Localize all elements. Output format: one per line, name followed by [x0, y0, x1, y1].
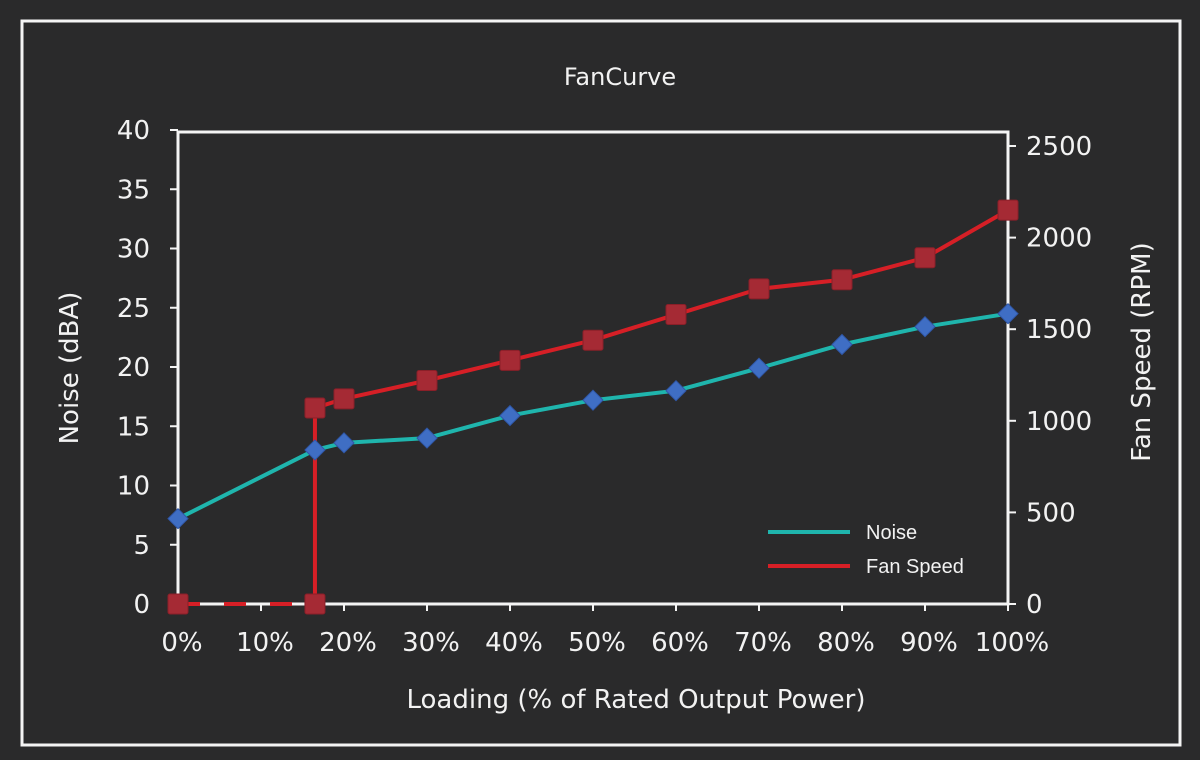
noise-point — [914, 316, 936, 338]
left-tick-label: 15 — [117, 412, 150, 442]
x-tick-label: 0% — [161, 628, 202, 658]
right-tick-label: 2500 — [1026, 132, 1092, 162]
noise-point — [167, 507, 189, 530]
fan-speed-point — [997, 199, 1019, 221]
left-tick-label: 40 — [117, 116, 150, 146]
chart-title: FanCurve — [564, 63, 676, 91]
noise-point — [416, 427, 438, 449]
x-tick-label: 80% — [817, 628, 875, 658]
x-tick-label: 90% — [900, 628, 958, 658]
noise-point — [665, 379, 687, 402]
left-axis-ticks: 0 5 10 15 20 25 30 35 40 — [117, 116, 178, 620]
noise-point — [333, 432, 355, 454]
fan-speed-point — [167, 593, 189, 615]
series-layer — [167, 199, 1019, 615]
left-tick-label: 0 — [133, 590, 150, 620]
fan-speed-series — [167, 199, 1019, 615]
fan-speed-point — [499, 349, 521, 371]
left-tick-label: 35 — [117, 175, 150, 205]
legend-noise-label: Noise — [866, 522, 917, 544]
right-axis-ticks: 0 500 1000 1500 2000 2500 — [1008, 132, 1092, 620]
fan-speed-point — [665, 304, 687, 326]
x-tick-label: 40% — [485, 628, 543, 658]
left-tick-label: 5 — [133, 531, 150, 561]
right-tick-label: 1000 — [1026, 407, 1092, 437]
x-axis-title: Loading (% of Rated Output Power) — [407, 685, 866, 715]
noise-point — [304, 439, 326, 461]
left-tick-label: 25 — [117, 294, 150, 324]
noise-point — [582, 389, 604, 411]
x-tick-label: 20% — [319, 628, 377, 658]
fan-speed-point — [333, 388, 355, 410]
right-axis-title: Fan Speed (RPM) — [1127, 242, 1157, 461]
left-tick-label: 10 — [117, 472, 150, 502]
legend-fan-speed-label: Fan Speed — [866, 556, 964, 578]
x-tick-label: 60% — [651, 628, 709, 658]
noise-series — [167, 302, 1019, 530]
fan-speed-point — [304, 593, 326, 615]
fan-speed-point — [582, 329, 604, 351]
x-axis-ticks: 0% 10% 20% 30% 40% 50% 60% 70% 80% 90% 100% — [161, 604, 1049, 658]
legend: Noise Fan Speed — [768, 522, 964, 578]
left-tick-label: 30 — [117, 235, 150, 265]
x-tick-label: 70% — [734, 628, 792, 658]
outer-frame — [20, 19, 1182, 747]
x-tick-label: 50% — [568, 628, 626, 658]
fan-speed-point — [748, 278, 770, 300]
noise-point — [748, 357, 770, 379]
x-tick-label: 10% — [236, 628, 294, 658]
fan-speed-line — [312, 208, 1009, 604]
right-tick-label: 500 — [1026, 498, 1076, 528]
fan-speed-point — [914, 247, 936, 269]
x-tick-label: 30% — [402, 628, 460, 658]
right-tick-label: 2000 — [1026, 224, 1092, 254]
right-tick-label: 0 — [1026, 590, 1043, 620]
left-axis-title: Noise (dBA) — [55, 292, 85, 445]
noise-point — [499, 404, 521, 427]
fan-speed-point — [416, 369, 438, 391]
right-tick-label: 1500 — [1026, 315, 1092, 345]
noise-point — [831, 333, 853, 356]
left-tick-label: 20 — [117, 353, 150, 383]
x-tick-label: 100% — [975, 628, 1049, 658]
noise-point — [997, 302, 1019, 325]
fan-speed-point — [831, 269, 853, 291]
fan-speed-point — [304, 397, 326, 419]
